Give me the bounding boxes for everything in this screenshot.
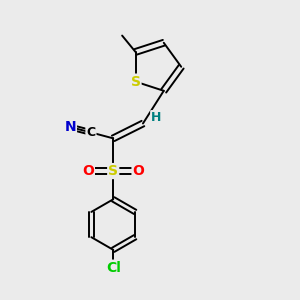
Text: C: C — [86, 126, 95, 139]
Text: O: O — [133, 164, 144, 178]
Text: O: O — [82, 164, 94, 178]
Text: H: H — [151, 111, 161, 124]
Text: S: S — [130, 75, 140, 88]
Text: S: S — [108, 164, 118, 178]
Text: N: N — [64, 120, 76, 134]
Text: Cl: Cl — [106, 261, 121, 275]
